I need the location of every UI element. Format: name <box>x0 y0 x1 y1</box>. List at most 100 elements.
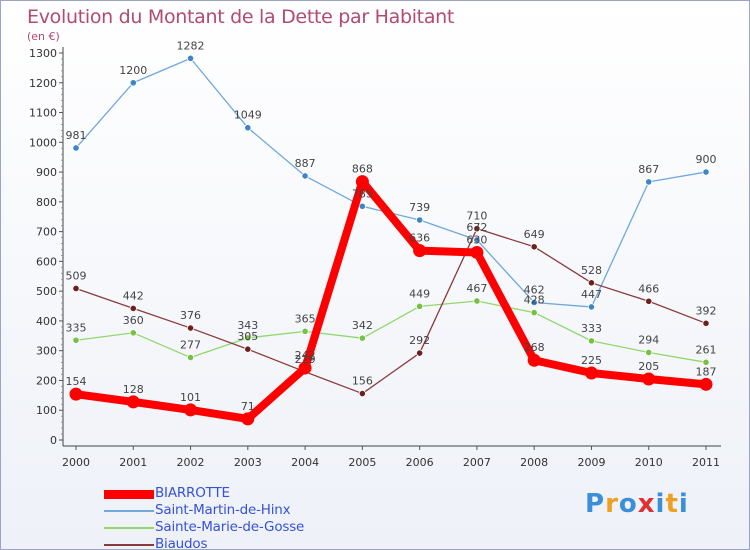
legend-swatch <box>104 527 154 529</box>
y-tick-label: 1200 <box>29 77 57 90</box>
data-label: 449 <box>409 287 430 300</box>
data-point-2 <box>301 327 309 335</box>
y-tick-label: 400 <box>36 315 57 328</box>
data-label: 261 <box>696 343 717 356</box>
legend-label: Biaudos <box>155 536 208 550</box>
data-point-3 <box>186 324 195 332</box>
x-tick-label: 2008 <box>520 456 548 469</box>
data-label: 981 <box>66 129 87 142</box>
data-label: 466 <box>638 282 659 295</box>
y-tick-label: 1100 <box>29 107 57 120</box>
data-label: 467 <box>466 282 487 295</box>
legend-label: Sainte-Marie-de-Gosse <box>155 519 305 535</box>
series-line-3 <box>75 227 707 395</box>
data-point-1 <box>416 216 424 224</box>
y-tick-label: 600 <box>36 255 57 268</box>
data-label: 900 <box>696 153 717 166</box>
data-point-2 <box>416 302 424 310</box>
data-label: 305 <box>237 330 258 343</box>
data-point-0 <box>413 244 427 258</box>
data-label: 672 <box>466 221 487 234</box>
data-label: 205 <box>638 360 659 373</box>
x-tick-label: 2001 <box>119 456 147 469</box>
data-label: 365 <box>295 312 316 325</box>
y-tick-label: 800 <box>36 196 57 209</box>
data-label: 333 <box>581 322 602 335</box>
y-tick-label: 900 <box>36 166 57 179</box>
data-point-1 <box>358 202 366 210</box>
logo-letter: i <box>678 489 689 519</box>
data-label: 392 <box>696 304 717 317</box>
logo-letter: o <box>618 489 638 519</box>
data-point-3 <box>587 279 596 287</box>
data-point-0 <box>584 366 598 380</box>
data-point-3 <box>416 349 424 357</box>
unit-label: (en €) <box>27 30 60 43</box>
data-label: 277 <box>180 339 201 352</box>
data-point-0 <box>642 372 656 386</box>
x-tick-label: 2002 <box>177 456 205 469</box>
data-point-0 <box>298 361 312 375</box>
legend-swatch <box>104 510 154 512</box>
data-label: 71 <box>241 400 255 413</box>
series-line-1 <box>75 57 707 308</box>
logo-letter: x <box>637 489 656 519</box>
data-point-2 <box>186 353 195 362</box>
data-point-1 <box>244 124 252 132</box>
data-label: 442 <box>123 289 144 302</box>
data-point-0 <box>184 403 198 417</box>
y-tick-label: 500 <box>36 285 57 298</box>
data-point-0 <box>241 412 255 426</box>
data-point-1 <box>301 172 309 180</box>
x-tick-label: 2004 <box>291 456 319 469</box>
logo-letter: i <box>655 489 666 519</box>
data-label: 156 <box>352 375 373 388</box>
y-tick-label: 100 <box>36 404 57 417</box>
data-label: 376 <box>180 309 201 322</box>
data-point-1 <box>645 178 653 186</box>
data-point-0 <box>527 353 541 367</box>
y-tick-label: 200 <box>36 374 57 387</box>
data-point-0 <box>470 245 484 259</box>
data-label: 154 <box>66 375 87 388</box>
data-label: 187 <box>696 365 717 378</box>
x-tick-label: 2006 <box>406 456 434 469</box>
y-tick-label: 700 <box>36 226 57 239</box>
data-point-1 <box>702 168 710 176</box>
data-label: 335 <box>66 321 87 334</box>
x-tick-label: 2011 <box>692 456 720 469</box>
data-label: 710 <box>466 210 487 223</box>
data-point-1 <box>129 79 137 87</box>
data-label: 887 <box>295 157 316 170</box>
data-point-3 <box>702 319 710 327</box>
data-label: 225 <box>581 354 602 367</box>
legend-label: Saint-Martin-de-Hinx <box>155 502 291 518</box>
data-point-2 <box>244 334 252 342</box>
data-point-1 <box>72 144 80 152</box>
chart-title: Evolution du Montant de la Dette par Hab… <box>27 6 455 28</box>
data-label: 128 <box>123 383 144 396</box>
data-point-1 <box>473 236 481 244</box>
data-point-2 <box>530 308 538 317</box>
data-label: 1049 <box>234 109 262 122</box>
data-point-0 <box>699 377 713 391</box>
data-point-2 <box>72 336 80 344</box>
data-label: 447 <box>581 288 602 301</box>
y-tick-label: 1000 <box>29 136 57 149</box>
data-label: 292 <box>409 334 430 347</box>
y-tick-label: 1300 <box>29 47 57 60</box>
data-point-0 <box>69 387 83 401</box>
y-tick-label: 300 <box>36 345 57 358</box>
logo-letter: r <box>605 489 619 519</box>
data-label: 343 <box>237 319 258 332</box>
data-point-2 <box>129 329 137 337</box>
data-point-0 <box>126 395 140 409</box>
x-tick-label: 2009 <box>577 456 605 469</box>
data-point-0 <box>355 175 369 189</box>
data-label: 342 <box>352 319 373 332</box>
data-label: 509 <box>66 269 87 282</box>
data-label: 360 <box>123 314 144 327</box>
data-label: 636 <box>409 232 430 245</box>
